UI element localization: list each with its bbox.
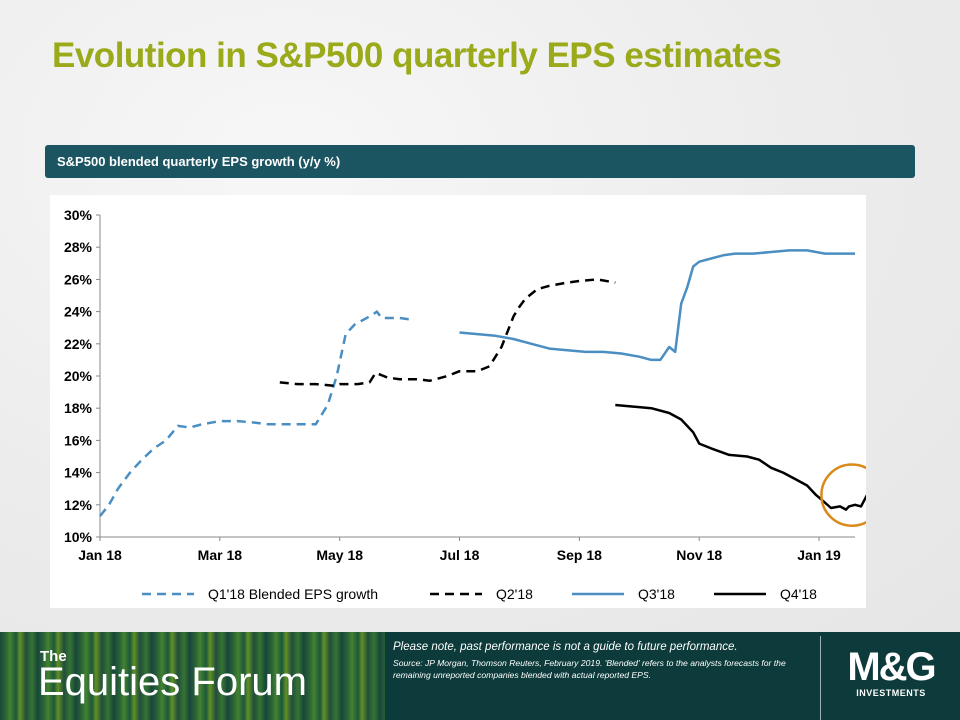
series-line-1 <box>99 310 412 517</box>
footer <box>0 632 960 720</box>
mg-logo-investments: INVESTMENTS <box>856 688 926 698</box>
forum-logo: Equities Forum <box>38 660 307 704</box>
y-tick-label: 28% <box>64 239 93 255</box>
y-tick-label: 14% <box>64 465 93 481</box>
series-line-2 <box>279 278 616 387</box>
legend-label-1: Q1'18 Blended EPS growth <box>208 586 378 602</box>
mg-logo: M&G INVESTMENTS <box>832 646 950 698</box>
y-tick-label: 16% <box>64 432 93 448</box>
chart-area: 10% 12% 14% 16% 18% 20% 22% 24% 26% 28% 30% Jan 18 M… <box>50 195 866 608</box>
x-tick-label: Nov 18 <box>676 547 722 563</box>
y-tick-label: 22% <box>64 336 93 352</box>
y-tick-label: 24% <box>64 304 93 320</box>
x-tick-label: Jan 19 <box>797 547 841 563</box>
y-tick-label: 26% <box>64 271 93 287</box>
x-tick-label: Jul 18 <box>440 547 480 563</box>
page-title: Evolution in S&P500 quarterly EPS estima… <box>52 36 782 75</box>
y-tick-label: 18% <box>64 400 93 416</box>
y-tick-label: 30% <box>64 207 93 223</box>
legend-label-4: Q4'18 <box>780 586 817 602</box>
x-tick-label: Jan 18 <box>78 547 122 563</box>
legend-label-3: Q3'18 <box>638 586 675 602</box>
highlight-circle <box>820 463 866 527</box>
footer-stripes <box>0 632 385 720</box>
series-line-3 <box>459 249 855 362</box>
mg-logo-text: M&G <box>847 645 936 689</box>
series-line-4 <box>615 403 866 511</box>
chart-header: S&P500 blended quarterly EPS growth (y/y… <box>45 145 915 178</box>
x-tick-label: Sep 18 <box>557 547 602 563</box>
x-tick-label: May 18 <box>316 547 363 563</box>
source-text: Source: JP Morgan, Thomson Reuters, Febr… <box>393 658 786 680</box>
footer-note: Please note, past performance is not a g… <box>393 641 813 681</box>
disclaimer-text: Please note, past performance is not a g… <box>393 641 738 653</box>
forum-logo-small: The <box>40 648 67 665</box>
y-tick-label: 12% <box>64 497 93 513</box>
x-tick-label: Mar 18 <box>198 547 243 563</box>
y-tick-label: 20% <box>64 368 93 384</box>
legend-label-2: Q2'18 <box>496 586 533 602</box>
line-chart: 10% 12% 14% 16% 18% 20% 22% 24% 26% 28% 30% Jan 18 M… <box>64 207 866 602</box>
footer-divider <box>820 636 821 720</box>
y-tick-label: 10% <box>64 529 93 545</box>
